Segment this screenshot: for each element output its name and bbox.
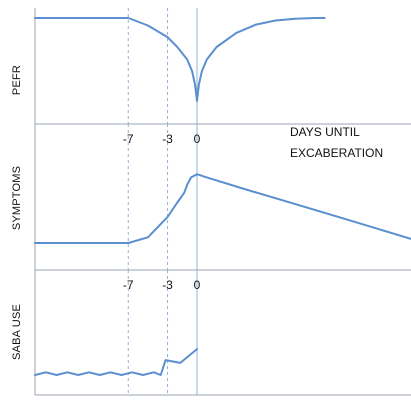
saba-curve — [34, 348, 198, 376]
symptoms-tick-minus-7: -7 — [123, 132, 134, 146]
saba-axis-label: SABA USE — [11, 304, 23, 360]
panel-symptoms: SYMPTOMS -7 -3 0 DAYS UNTIL EXCABERATION — [11, 124, 411, 271]
symptoms-tick-0: 0 — [194, 132, 201, 146]
panel-pefr: PEFR — [11, 8, 411, 125]
annotation-line-2: EXCABERATION — [290, 146, 383, 160]
symptoms-tick-minus-3: -3 — [162, 132, 173, 146]
pefr-curve — [34, 17, 326, 102]
annotation-line-1: DAYS UNTIL — [290, 125, 360, 139]
saba-tick-minus-7: -7 — [123, 278, 134, 292]
saba-tick-minus-3: -3 — [162, 278, 173, 292]
panel-saba-use: SABA USE -7 -3 0 — [11, 270, 411, 396]
days-until-exacerbation-label: DAYS UNTIL EXCABERATION — [290, 125, 383, 160]
symptoms-curve — [34, 173, 411, 244]
pefr-axis-label: PEFR — [11, 65, 23, 95]
symptoms-axis-label: SYMPTOMS — [11, 166, 23, 230]
saba-tick-0: 0 — [194, 278, 201, 292]
